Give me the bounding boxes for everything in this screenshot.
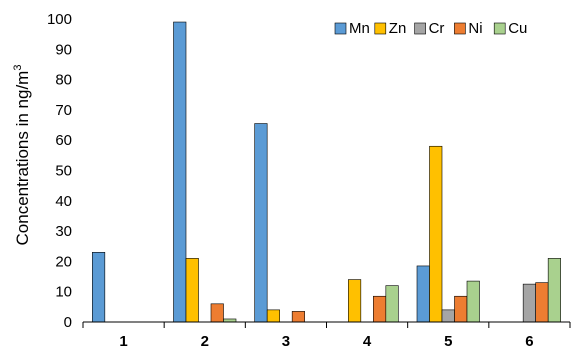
y-tick-label: 40 — [55, 193, 72, 210]
bar-zn-2 — [185, 258, 199, 323]
bar-cu-6 — [547, 258, 561, 323]
bar-ni-5 — [454, 295, 468, 323]
y-axis-title: Concentrations in ng/m — [13, 71, 32, 246]
legend-swatch-cu — [493, 22, 506, 35]
y-axis-ticks: 0 10 20 30 40 50 60 70 80 90 100 — [47, 11, 72, 331]
x-tick-label: 4 — [363, 333, 372, 350]
y-tick-label: 30 — [55, 223, 72, 240]
y-tick-label: 90 — [55, 41, 72, 58]
bar-ni-6 — [535, 282, 549, 323]
bar-cr-6 — [522, 283, 536, 323]
bar-cu-4 — [385, 285, 399, 323]
bar-zn-4 — [348, 279, 362, 323]
bar-mn-2 — [173, 21, 187, 323]
bar-mn-1 — [92, 252, 106, 323]
x-tick-label: 5 — [444, 333, 452, 350]
x-tick-label: 2 — [201, 333, 209, 350]
legend: Mn Zn Cr Ni Cu — [334, 20, 527, 37]
legend-label-mn: Mn — [349, 20, 370, 37]
y-tick-label: 0 — [64, 314, 72, 331]
legend-swatch-mn — [334, 22, 347, 35]
legend-label-ni: Ni — [468, 20, 482, 37]
bar-mn-5 — [416, 265, 430, 323]
bar-zn-5 — [429, 145, 443, 323]
bars — [92, 21, 561, 323]
x-tick-label: 3 — [282, 333, 290, 350]
y-tick-label: 50 — [55, 163, 72, 180]
legend-swatch-ni — [454, 22, 466, 35]
y-tick-label: 10 — [55, 284, 72, 301]
bar-ni-2 — [210, 303, 224, 323]
y-tick-label: 70 — [55, 102, 72, 119]
y-tick-label: 100 — [47, 11, 72, 28]
x-axis — [82, 321, 571, 328]
bar-mn-3 — [254, 123, 268, 323]
legend-label-zn: Zn — [389, 20, 407, 37]
legend-swatch-zn — [374, 22, 387, 35]
legend-label-cr: Cr — [429, 20, 445, 37]
bar-cu-5 — [466, 280, 480, 323]
bar-zn-3 — [266, 309, 280, 323]
y-axis-title-superscript: 3 — [12, 65, 24, 71]
bar-ni-4 — [373, 295, 387, 323]
bar-cr-5 — [441, 309, 455, 323]
bar-ni-3 — [291, 311, 305, 323]
y-axis-title-group: Concentrations in ng/m3 — [12, 65, 32, 246]
y-tick-label: 20 — [55, 253, 72, 270]
y-tick-label: 80 — [55, 72, 72, 89]
y-tick-label: 60 — [55, 132, 72, 149]
x-tick-label: 1 — [119, 333, 127, 350]
x-axis-ticks: 1 2 3 4 5 6 — [119, 333, 533, 350]
x-tick-label: 6 — [525, 333, 533, 350]
svg-text:Concentrations in ng/m3: Concentrations in ng/m3 — [12, 65, 32, 246]
legend-label-cu: Cu — [508, 20, 527, 37]
legend-swatch-cr — [414, 22, 426, 35]
